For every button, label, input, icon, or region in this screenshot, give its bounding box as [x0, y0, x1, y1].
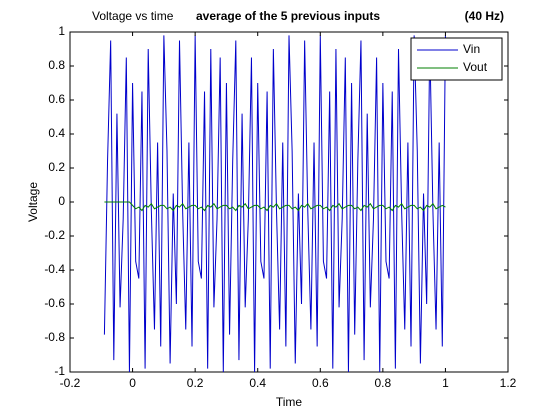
- series-line: [103, 35, 446, 372]
- y-tick-label: 0.8: [48, 58, 65, 72]
- x-tick-label: 0.4: [249, 376, 266, 390]
- annotation: (40 Hz): [465, 9, 504, 23]
- legend: Vin Vout: [410, 37, 503, 81]
- y-tick-label: 0.6: [48, 92, 65, 106]
- series-line: [104, 201, 446, 212]
- chart-title: Voltage vs time: [92, 9, 174, 23]
- y-axis-label: Voltage: [26, 182, 40, 222]
- y-tick-label: 0: [58, 194, 65, 208]
- y-tick-label: 0.4: [48, 126, 65, 140]
- x-axis-label: Time: [276, 395, 303, 409]
- legend-label: Vin: [463, 42, 480, 56]
- legend-label: Vout: [463, 60, 488, 74]
- plot-lines: [103, 35, 446, 372]
- y-tick-label: 0.2: [48, 160, 65, 174]
- x-tick-label: 1: [442, 376, 449, 390]
- x-tick-label: 0: [129, 376, 136, 390]
- chart-subtitle: average of the 5 previous inputs: [196, 9, 380, 23]
- x-tick-label: -0.2: [60, 376, 81, 390]
- y-tick-label: -0.4: [44, 262, 65, 276]
- x-tick-label: 0.8: [375, 376, 392, 390]
- x-tick-label: 0.2: [187, 376, 204, 390]
- y-tick-label: -0.2: [44, 228, 65, 242]
- y-tick-label: -0.6: [44, 296, 65, 310]
- x-tick-label: 0.6: [312, 376, 329, 390]
- y-tick-label: -0.8: [44, 330, 65, 344]
- y-tick-label: 1: [58, 24, 65, 38]
- legend-box: [410, 37, 503, 81]
- y-tick-label: -1: [54, 364, 65, 378]
- x-tick-label: 1.2: [500, 376, 517, 390]
